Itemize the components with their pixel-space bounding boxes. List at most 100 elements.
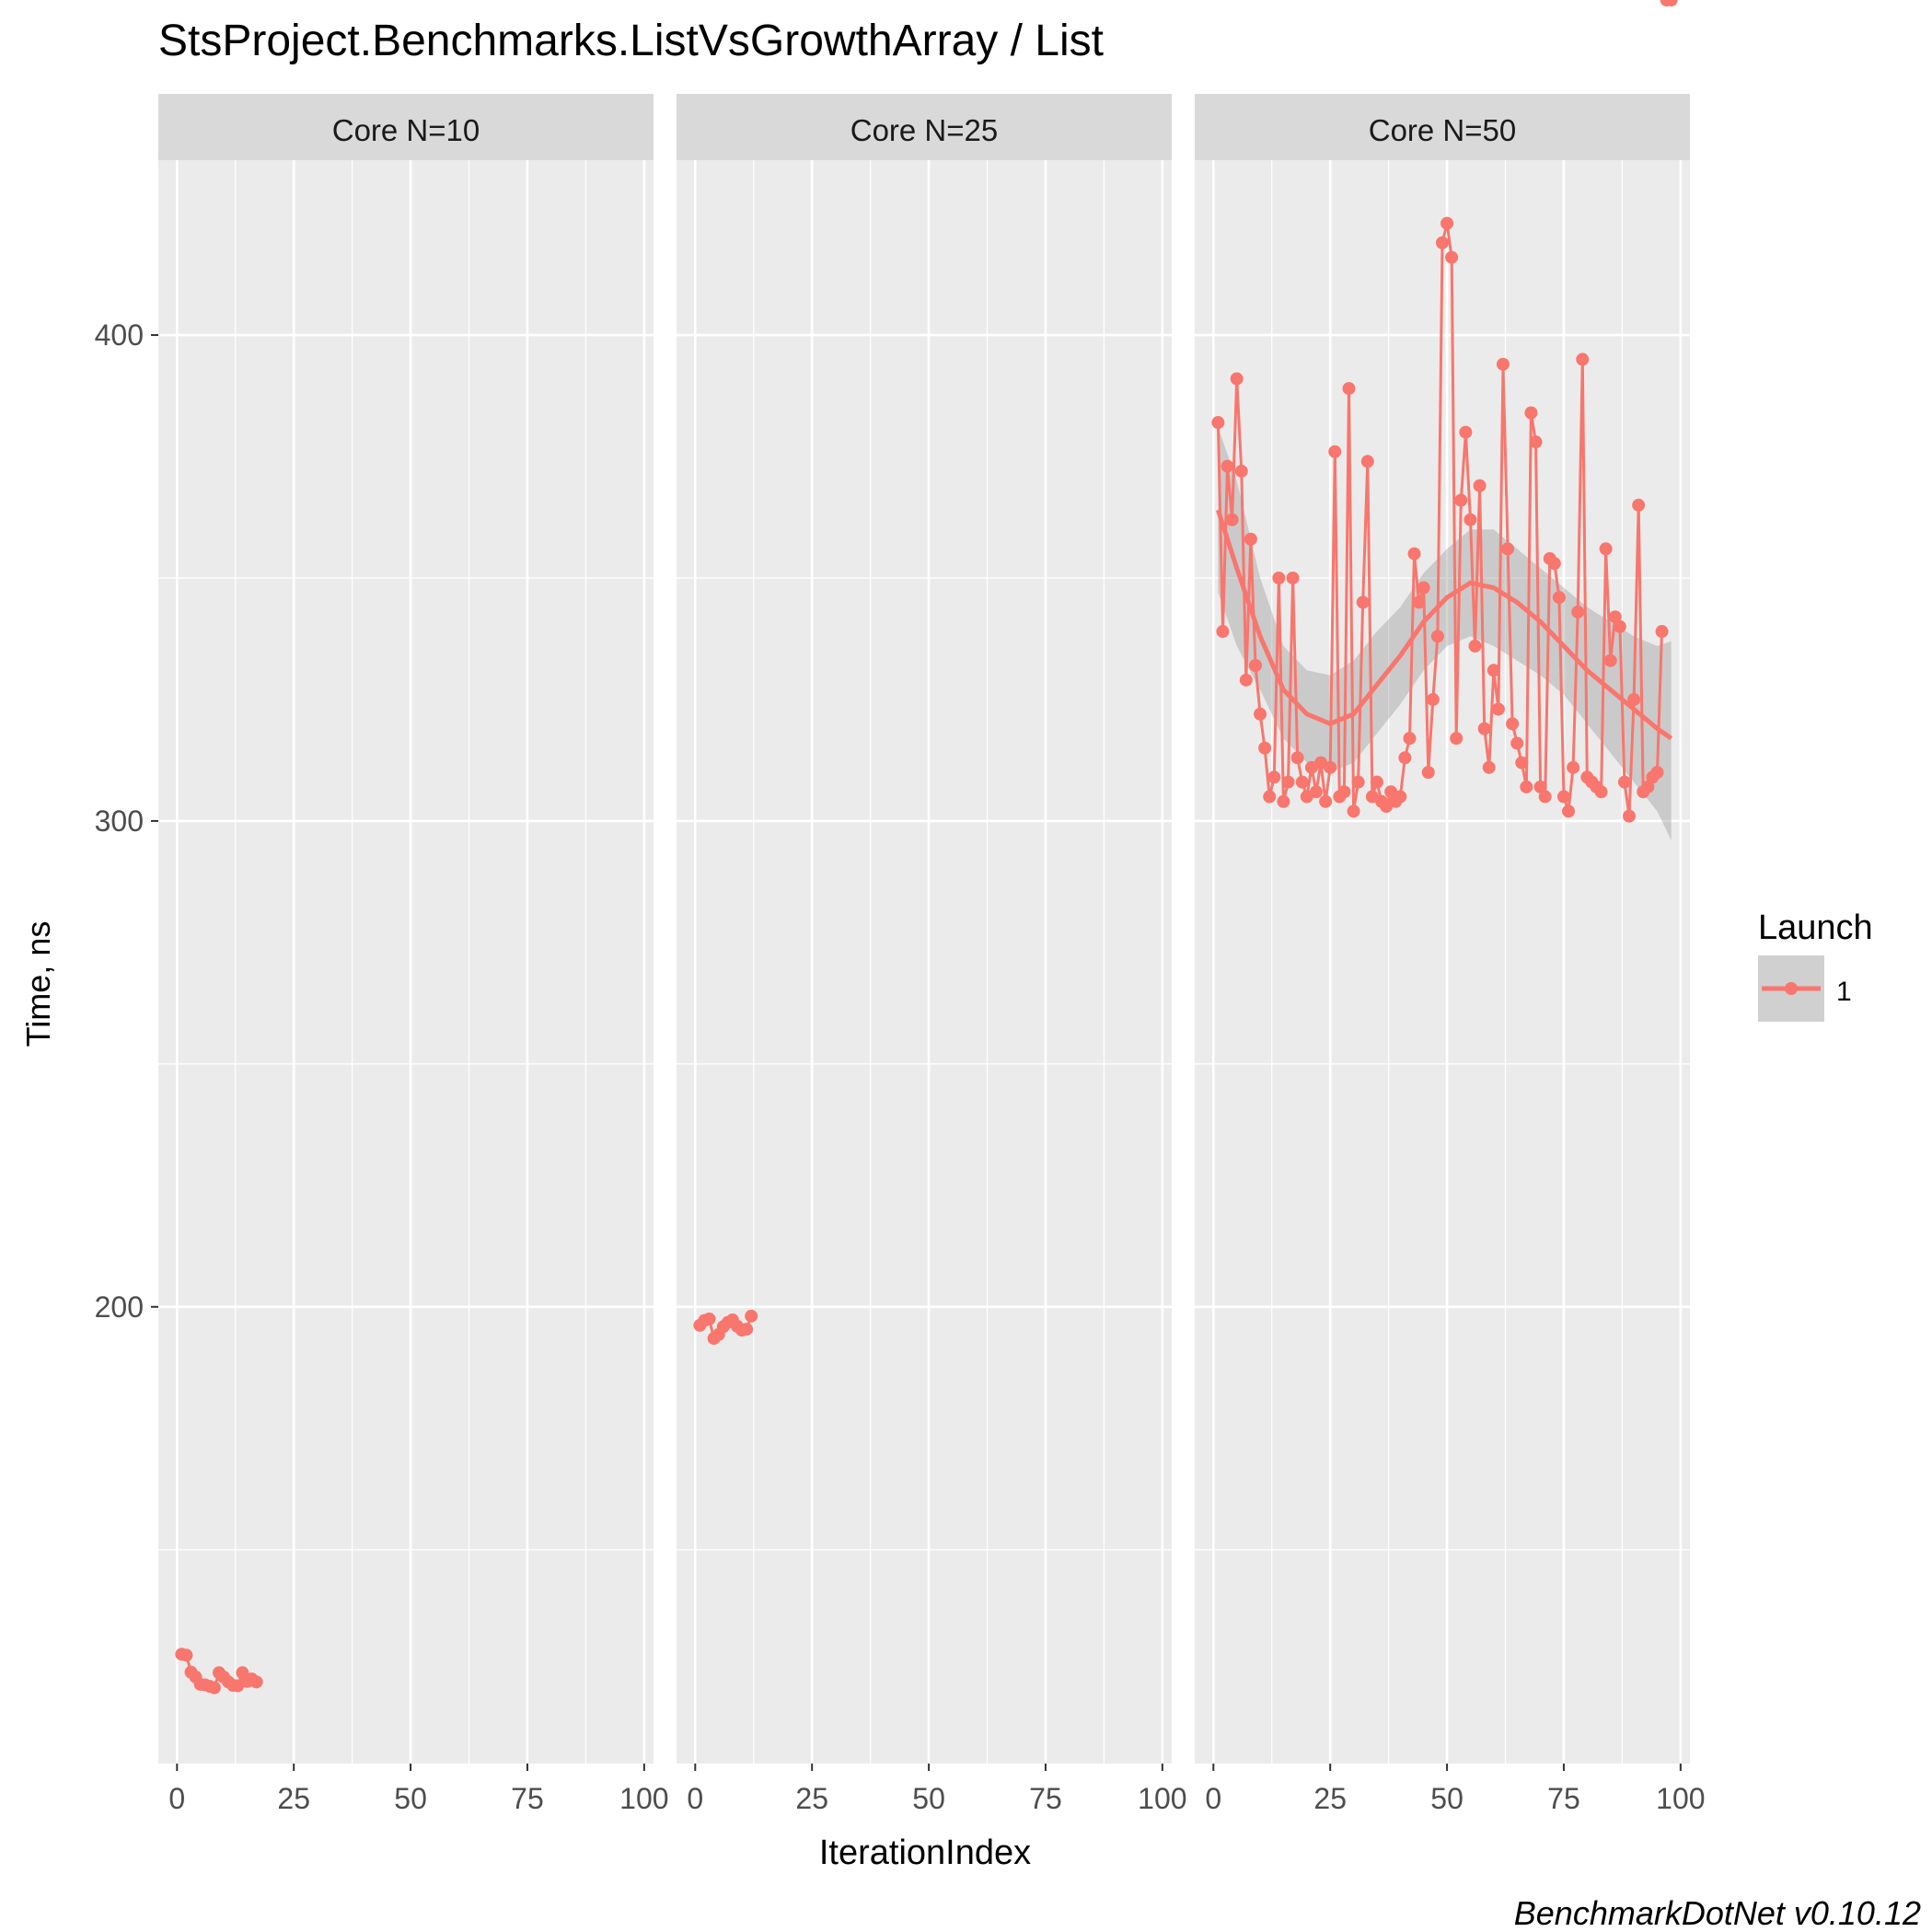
legend-key-point: [1785, 982, 1798, 995]
data-point: [1370, 775, 1383, 789]
data-point: [1556, 790, 1570, 804]
x-tick-label: 0: [168, 1782, 185, 1815]
data-point: [1221, 459, 1234, 473]
data-point: [1254, 707, 1267, 721]
x-axis-label: IterationIndex: [819, 1834, 1031, 1872]
data-point: [1547, 557, 1561, 571]
facet-panels: Core N=10 0 25 50 75 100 Core N=25 0 25 50 75 100 Co…: [158, 0, 1706, 1815]
data-point: [1510, 736, 1524, 750]
data-point: [1571, 605, 1585, 619]
legend: Launch 1: [1758, 908, 1873, 1022]
data-point: [1407, 547, 1421, 561]
x-tick-label: 75: [1547, 1782, 1580, 1815]
x-tick-label: 75: [511, 1782, 544, 1815]
y-axis-label: Time, ns: [19, 921, 57, 1047]
data-point: [1501, 542, 1515, 556]
data-point: [1440, 216, 1454, 230]
data-point: [1459, 425, 1473, 439]
legend-entry-label: 1: [1836, 977, 1852, 1007]
data-point: [1529, 435, 1543, 449]
data-point: [1533, 780, 1547, 793]
data-point: [1562, 804, 1576, 818]
x-tick-label: 0: [687, 1782, 703, 1815]
data-point: [1412, 596, 1426, 609]
data-point: [1576, 353, 1590, 366]
x-tick-label: 50: [1430, 1782, 1463, 1815]
y-tick-label: 300: [95, 804, 144, 838]
data-point: [1351, 775, 1365, 789]
data-point: [745, 1309, 758, 1323]
data-point: [1468, 639, 1482, 653]
data-point: [1617, 775, 1631, 789]
data-point: [1239, 673, 1253, 687]
data-point: [1234, 464, 1248, 478]
data-point: [1347, 804, 1360, 818]
data-point: [1319, 794, 1333, 808]
x-tick-label: 100: [619, 1782, 668, 1815]
data-point: [1421, 766, 1435, 780]
data-point: [1417, 581, 1430, 595]
data-point: [1506, 717, 1520, 731]
data-point: [1641, 780, 1655, 793]
data-point: [1360, 455, 1374, 469]
data-point: [1309, 785, 1323, 799]
data-point: [1398, 751, 1412, 765]
data-point: [1263, 790, 1277, 804]
data-point: [1524, 406, 1538, 420]
x-tick-label: 50: [394, 1782, 427, 1815]
data-point: [1244, 532, 1257, 546]
x-tick-label: 100: [1138, 1782, 1186, 1815]
data-point: [1426, 692, 1440, 706]
data-point: [1655, 625, 1669, 639]
data-point: [1487, 664, 1500, 677]
data-point: [1594, 785, 1608, 799]
panel-background: [158, 160, 654, 1764]
legend-title: Launch: [1758, 908, 1873, 947]
data-point: [1650, 766, 1664, 780]
data-point: [1623, 809, 1637, 823]
data-point: [1281, 775, 1295, 789]
data-point: [1216, 625, 1230, 639]
y-axis: 200 300 400: [95, 318, 158, 1324]
data-point: [1538, 790, 1552, 804]
data-point: [1277, 794, 1290, 808]
chart-title: StsProject.Benchmarks.ListVsGrowthArray …: [158, 17, 1104, 65]
panel-2: Core N=25 0 25 50 75 100: [677, 94, 1187, 1815]
data-point: [1608, 610, 1622, 624]
x-tick-label: 25: [277, 1782, 310, 1815]
data-point: [1603, 654, 1617, 667]
data-point: [1567, 760, 1580, 774]
smooth-line: [1216, 509, 1673, 741]
x-tick-label: 0: [1205, 1782, 1221, 1815]
data-point: [1258, 741, 1272, 755]
data-point: [1211, 416, 1225, 430]
data-point: [1394, 790, 1407, 804]
data-point: [740, 1323, 754, 1336]
data-point: [1520, 780, 1533, 793]
data-point: [1552, 591, 1566, 605]
facet-strip-label: Core N=25: [850, 113, 999, 147]
data-point: [249, 1675, 263, 1689]
data-point: [1491, 702, 1505, 716]
data-point: [1445, 250, 1459, 264]
data-point: [1286, 571, 1300, 584]
data-point: [207, 1681, 221, 1695]
x-tick-label: 50: [912, 1782, 945, 1815]
data-point: [702, 1312, 716, 1325]
y-tick-label: 400: [95, 318, 144, 352]
panel-3: Core N=50 0 25 50 75 100: [1195, 0, 1706, 1815]
data-point: [1225, 513, 1239, 526]
data-point: [1450, 732, 1463, 746]
panel-1: Core N=10 0 25 50 75 100: [158, 94, 669, 1815]
panel-background: [677, 160, 1172, 1764]
data-point: [1267, 770, 1281, 784]
data-point: [1454, 493, 1468, 507]
data-point: [1430, 630, 1444, 643]
data-point: [1515, 756, 1529, 769]
facet-strip: [158, 94, 654, 160]
facet-strip-label: Core N=10: [332, 113, 480, 147]
data-point: [179, 1649, 193, 1662]
data-point: [1477, 722, 1491, 735]
data-point: [1328, 445, 1342, 458]
